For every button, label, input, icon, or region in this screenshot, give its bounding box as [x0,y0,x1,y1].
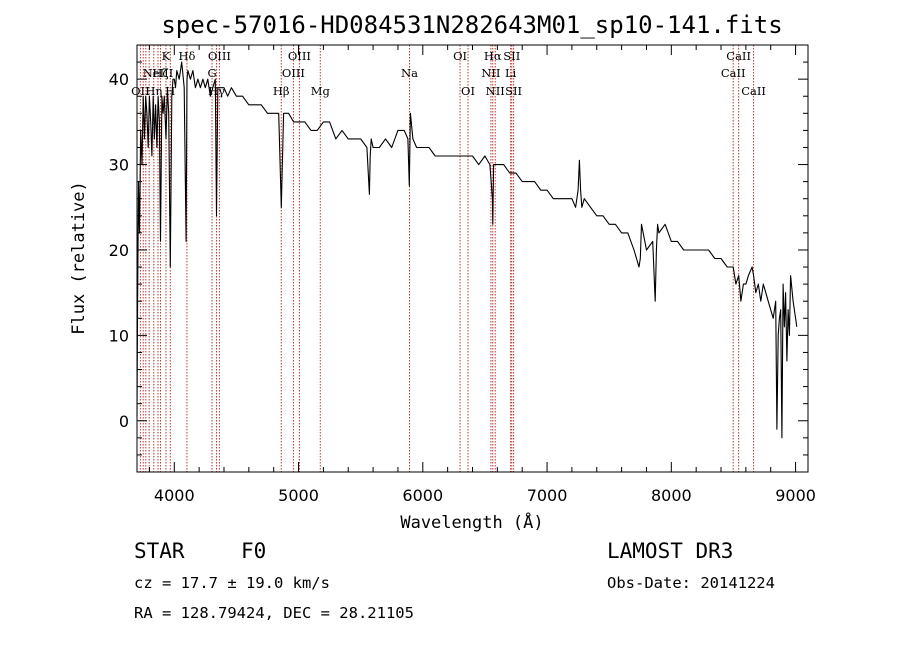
line-label: SII [503,49,520,63]
series-layer [136,61,798,439]
line-label: CaII [721,66,746,80]
y-tick-label: 40 [109,70,129,89]
line-label: OII [131,84,150,98]
line-marker-layer [139,45,755,472]
x-axis-label: Wavelength (Å) [400,511,543,533]
line-label: OIII [208,49,231,63]
redshift-cz: cz = 17.7 ± 19.0 km/s [134,574,330,592]
plot-frame [136,44,809,473]
line-label: NeIII [143,66,174,80]
line-label: CaII [726,49,751,63]
line-label: Mg [311,84,331,98]
x-tick-label: 9000 [775,486,816,505]
object-class: STAR [134,539,185,563]
chart-title: spec-57016-HD084531N282643M01_sp10-141.f… [161,11,782,39]
object-subclass: F0 [241,539,267,563]
line-label: OIII [282,66,305,80]
y-axis-label: Flux (relative) [69,181,89,335]
x-tick-label: 6000 [402,486,443,505]
line-label: OI [461,84,475,98]
line-label: NII [486,84,505,98]
survey-name: LAMOST DR3 [607,539,734,563]
line-label: Na [401,66,418,80]
line-label: K [162,49,171,63]
y-tick-label: 30 [109,156,129,175]
y-tick-label: 10 [109,326,129,345]
observation-date: Obs-Date: 20141224 [607,574,775,592]
y-tick-label: 20 [109,241,129,260]
line-label: Li [505,66,517,80]
line-label: Hβ [273,84,290,98]
x-tick-label: 5000 [278,486,319,505]
line-label: OI [453,49,467,63]
x-tick-label: 4000 [154,486,195,505]
line-label: Hη [145,84,162,98]
line-label: OIII [288,49,311,63]
line-label: SII [505,84,522,98]
line-label: G [207,66,216,80]
line-label: Hζ [152,66,168,80]
line-label-layer: OIIHηNeIIIHζKHHδGHγOIIIHβOIIIOIIIMgNaOIO… [131,49,766,98]
line-label: Hδ [178,49,195,63]
x-tick-label: 8000 [651,486,692,505]
line-label: Hα [484,49,502,63]
y-tick-label: 0 [119,412,129,431]
line-label: CaII [741,84,766,98]
line-label: NII [481,66,500,80]
spectrum-line [136,61,798,439]
ra-dec: RA = 128.79424, DEC = 28.21105 [134,604,414,622]
axis-layer: 4000 5000 6000 7000 8000 9000 0 10 20 30 40 [109,44,816,505]
line-label: H [165,84,175,98]
x-tick-label: 7000 [527,486,568,505]
